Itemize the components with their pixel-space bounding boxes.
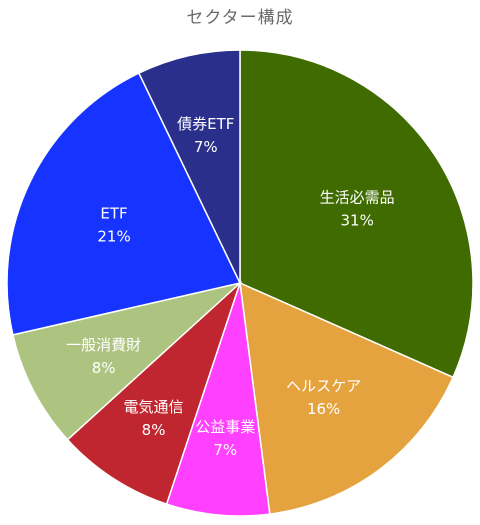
slice-name-label: 一般消費財 (66, 336, 141, 354)
slice-value-label: 7% (194, 138, 218, 156)
slice-value-label: 16% (307, 400, 340, 418)
slice-name-label: 債券ETF (177, 115, 234, 133)
chart-title: セクター構成 (186, 8, 294, 28)
slice-value-label: 31% (340, 212, 373, 230)
slice-value-label: 8% (142, 421, 166, 439)
slice-name-label: ヘルスケア (286, 377, 361, 395)
slice-value-label: 21% (97, 227, 130, 245)
slice-name-label: 公益事業 (195, 418, 255, 436)
slice-name-label: ETF (100, 204, 127, 222)
pie-slice-5 (6, 72, 242, 336)
pie-slice-6 (137, 49, 241, 284)
slice-name-label: 生活必需品 (320, 189, 395, 207)
pie-slice-3 (66, 280, 242, 506)
slice-value-label: 8% (92, 359, 116, 377)
pie-slice-2 (165, 282, 271, 517)
pie-slice-1 (239, 281, 455, 515)
slice-name-label: 電気通信 (124, 398, 184, 416)
pie-slice-0 (239, 49, 474, 379)
slice-value-label: 7% (213, 441, 237, 459)
